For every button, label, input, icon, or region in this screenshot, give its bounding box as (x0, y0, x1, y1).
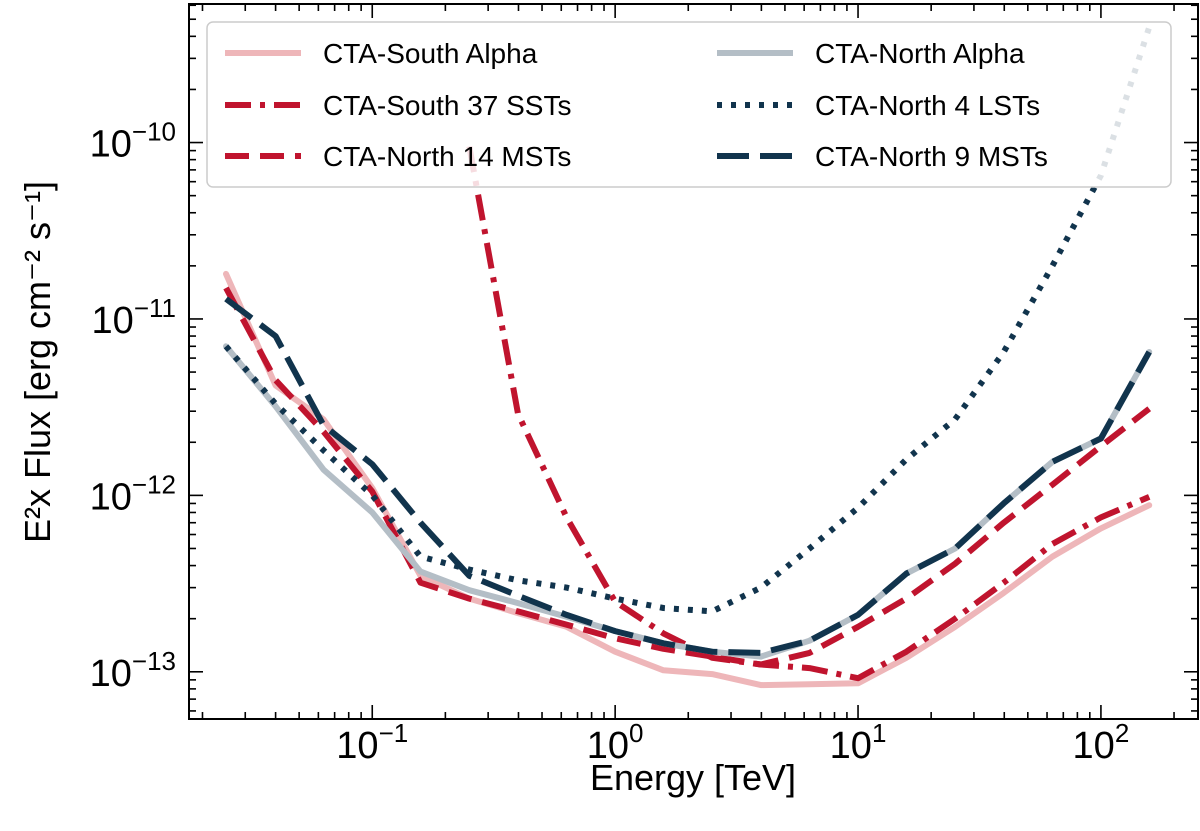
x-axis-label: Energy [TeV] (590, 757, 796, 798)
series-line-cta-north-9-msts (224, 296, 1152, 656)
legend-label-cta-south-37-ssts: CTA-South 37 SSTs (323, 90, 571, 121)
legend-label-cta-south-alpha: CTA-South Alpha (323, 38, 538, 69)
series-line-cta-north-14-msts (223, 286, 1152, 668)
y-tick-label: 10−10 (90, 117, 176, 166)
y-tick-label: 10−12 (90, 469, 176, 518)
legend-label-cta-north-4-lsts: CTA-North 4 LSTs (815, 90, 1040, 121)
series-line-cta-north-alpha (223, 343, 1153, 660)
x-tick-label: 100 (587, 718, 644, 767)
y-tick-label: 10−11 (92, 293, 176, 342)
x-tick-label: 101 (830, 718, 887, 767)
legend-label-cta-north-14-msts: CTA-North 14 MSTs (323, 141, 571, 172)
tick-marks (189, 4, 1198, 719)
legend-label-cta-north-alpha: CTA-North Alpha (815, 38, 1025, 69)
legend: CTA-South Alpha CTA-South 37 SSTs CTA-Nort… (206, 21, 1172, 188)
y-axis-label: E²x Flux [erg cm⁻² s⁻¹] (17, 181, 58, 543)
y-tick-label: 10−13 (90, 646, 176, 695)
x-tick-label: 102 (1073, 718, 1130, 767)
y-tick-labels: 10−13 10−12 10−11 10−10 (90, 117, 176, 695)
series-line-cta-south-37-ssts (466, 145, 1151, 682)
plot-frame (188, 3, 1199, 720)
x-tick-labels: 10−1 100 101 102 (336, 718, 1129, 767)
series-group (223, 26, 1153, 689)
legend-frame (206, 21, 1172, 188)
legend-label-cta-north-9-msts: CTA-North 9 MSTs (815, 141, 1048, 172)
x-tick-label: 10−1 (336, 718, 408, 767)
